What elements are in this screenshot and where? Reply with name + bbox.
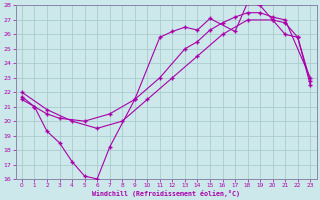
X-axis label: Windchill (Refroidissement éolien,°C): Windchill (Refroidissement éolien,°C)	[92, 190, 240, 197]
